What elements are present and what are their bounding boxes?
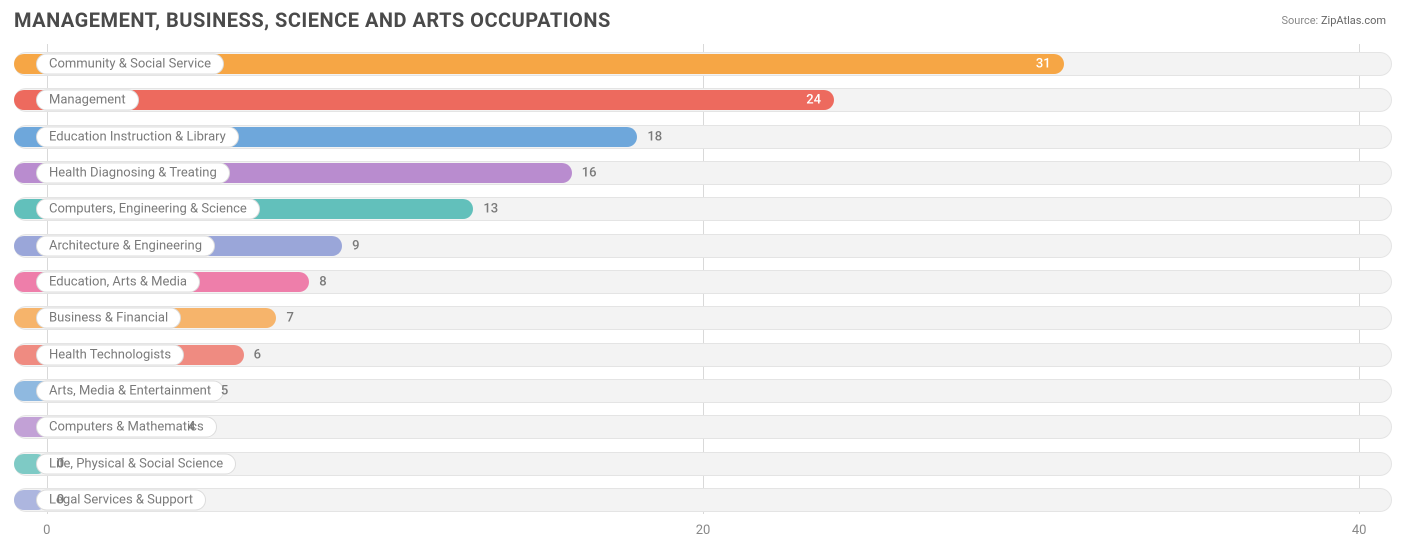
bar-value: 31 xyxy=(1036,57,1051,72)
bar-track xyxy=(14,488,1392,512)
bar-row: Community & Social Service 31 xyxy=(14,50,1392,78)
bar-row: Life, Physical & Social Science0 xyxy=(14,450,1392,478)
x-tick-label: 40 xyxy=(1352,523,1367,538)
bar-value: 4 xyxy=(188,420,195,435)
chart-title: MANAGEMENT, BUSINESS, SCIENCE AND ARTS O… xyxy=(14,8,611,32)
bar-value: 16 xyxy=(582,165,597,180)
bar-row: Computers & Mathematics4 xyxy=(14,413,1392,441)
bar-value: 5 xyxy=(221,383,228,398)
bar-value: 8 xyxy=(319,274,326,289)
bar-row: Architecture & Engineering 9 xyxy=(14,232,1392,260)
bar-value: 0 xyxy=(57,492,64,507)
bar-row: Arts, Media & Entertainment5 xyxy=(14,377,1392,405)
bar-label: Computers, Engineering & Science xyxy=(36,199,260,220)
bar-row: Health Diagnosing & Treating 16 xyxy=(14,159,1392,187)
bar-label: Business & Financial xyxy=(36,308,181,329)
bar-value: 7 xyxy=(286,311,293,326)
bar-label: Management xyxy=(36,90,139,111)
bar-row: Education Instruction & Library 18 xyxy=(14,123,1392,151)
bar-track xyxy=(14,415,1392,439)
bar-label: Health Diagnosing & Treating xyxy=(36,162,230,183)
source-label: Source: xyxy=(1281,14,1318,27)
bar-row: Health Technologists 6 xyxy=(14,341,1392,369)
bar-label: Education, Arts & Media xyxy=(36,271,200,292)
bar-row: Computers, Engineering & Science 13 xyxy=(14,195,1392,223)
bar-row: Legal Services & Support0 xyxy=(14,486,1392,514)
bar-row: Management 24 xyxy=(14,86,1392,114)
bar-label: Arts, Media & Entertainment xyxy=(36,380,224,401)
source-attribution: Source: ZipAtlas.com xyxy=(1281,14,1386,27)
bar-value: 6 xyxy=(254,347,261,362)
source-value: ZipAtlas.com xyxy=(1321,14,1386,27)
bar-value: 0 xyxy=(57,456,64,471)
bar-label: Community & Social Service xyxy=(36,54,224,75)
bar-value: 9 xyxy=(352,238,359,253)
bar-value: 24 xyxy=(806,93,821,108)
x-tick-label: 20 xyxy=(696,523,711,538)
bar-row: Education, Arts & Media 8 xyxy=(14,268,1392,296)
bar-label: Health Technologists xyxy=(36,344,184,365)
bar-label: Architecture & Engineering xyxy=(36,235,215,256)
x-tick-label: 0 xyxy=(43,523,50,538)
chart-area: 02040 Community & Social Service31Manage… xyxy=(14,44,1392,538)
bars-container: Community & Social Service 31 Management 24… xyxy=(14,50,1392,514)
bar-label: Life, Physical & Social Science xyxy=(36,453,236,474)
bar-value: 18 xyxy=(647,129,662,144)
bar-label: Education Instruction & Library xyxy=(36,126,239,147)
bar-row: Business & Financial 7 xyxy=(14,304,1392,332)
bar-value: 13 xyxy=(483,202,498,217)
